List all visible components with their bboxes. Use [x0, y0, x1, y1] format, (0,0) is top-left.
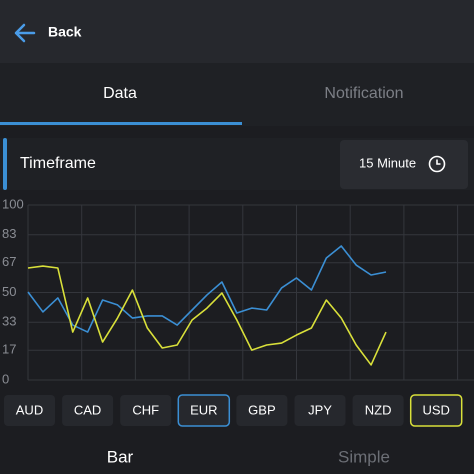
- currency-button[interactable]: NZD: [352, 395, 404, 426]
- currency-button-bg: [62, 395, 114, 426]
- currency-button[interactable]: CHF: [120, 395, 172, 426]
- clock-icon: [428, 155, 446, 173]
- timeframe-accent: [3, 138, 7, 190]
- currency-label: AUD: [16, 402, 43, 417]
- currency-button[interactable]: USD: [409, 394, 463, 427]
- currency-label: CHF: [132, 402, 159, 417]
- currency-button-bg: [4, 395, 55, 426]
- timeframe-value: 15 Minute: [359, 155, 416, 170]
- timeframe-label: Timeframe: [20, 155, 96, 172]
- y-tick-label: 100: [2, 196, 24, 211]
- line-series: [27, 245, 387, 333]
- line-series: [27, 265, 387, 366]
- y-tick-label: 50: [2, 284, 16, 299]
- y-tick-label: 83: [2, 226, 16, 241]
- currency-label: GBP: [248, 402, 275, 417]
- currency-button[interactable]: EUR: [177, 394, 231, 427]
- currency-label: JPY: [308, 402, 332, 417]
- back-label: Back: [48, 24, 82, 40]
- tab[interactable]: Notification: [324, 85, 403, 102]
- currency-label: NZD: [365, 402, 392, 417]
- y-tick-label: 17: [2, 342, 16, 357]
- tab-indicator: [0, 122, 242, 125]
- y-tick-label: 33: [2, 314, 16, 329]
- currency-button-bg: [120, 395, 172, 426]
- timeframe-button[interactable]: 15 Minute: [340, 140, 468, 189]
- back-arrow: [14, 23, 36, 43]
- bottom-tab[interactable]: Simple: [338, 447, 390, 466]
- bottom-tab[interactable]: Bar: [107, 447, 134, 466]
- clock-hands: [436, 159, 441, 165]
- currency-button-bg: [352, 395, 404, 426]
- tab[interactable]: Data: [103, 85, 137, 102]
- top-bar: [0, 0, 474, 63]
- currency-button-bg: [236, 395, 288, 426]
- tab-bar: [0, 63, 474, 126]
- back-button[interactable]: Back: [14, 23, 82, 43]
- currency-button[interactable]: GBP: [236, 395, 288, 426]
- currency-button[interactable]: AUD: [4, 395, 55, 426]
- timeframe-button-bg: [340, 140, 468, 189]
- y-tick-label: 0: [2, 371, 9, 386]
- chart: 0 17 33 50 67 83 100: [2, 196, 474, 386]
- currency-button[interactable]: CAD: [62, 395, 114, 426]
- currency-buttons: AUD CAD CHF EUR GBP JPY NZD USD: [4, 394, 463, 427]
- currency-button-bg: [177, 394, 231, 427]
- currency-label: EUR: [190, 402, 217, 417]
- currency-button[interactable]: JPY: [294, 395, 346, 426]
- currency-label: USD: [422, 402, 449, 417]
- currency-label: CAD: [74, 402, 101, 417]
- y-tick-label: 67: [2, 254, 16, 269]
- currency-button-bg: [294, 395, 346, 426]
- currency-button-bg: [409, 394, 463, 427]
